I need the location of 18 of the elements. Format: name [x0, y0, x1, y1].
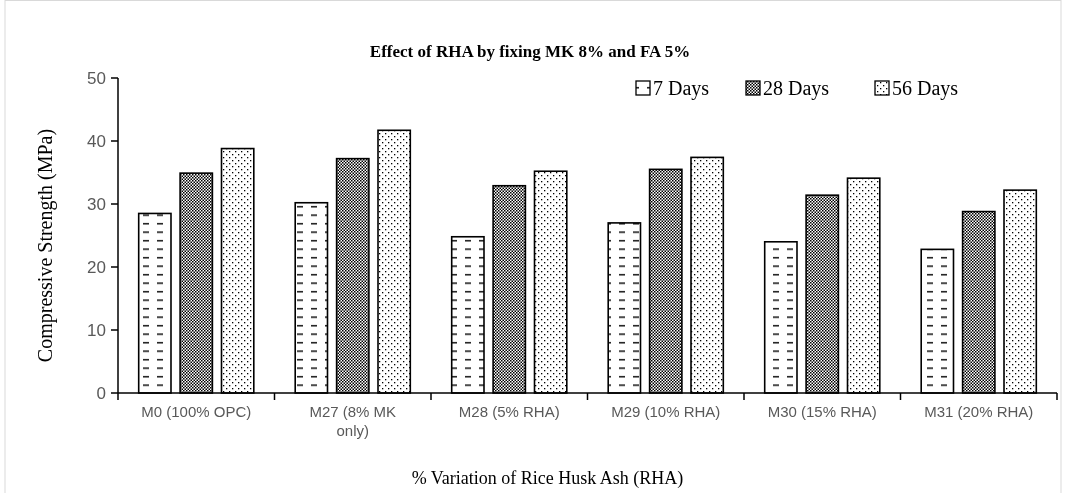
x-tick-label: M28 (5% RHA)	[458, 403, 560, 420]
y-tick-label: 50	[87, 68, 106, 88]
x-tick-label: M0 (100% OPC)	[141, 403, 252, 420]
y-tick-label: 40	[87, 131, 106, 151]
legend-label: 56 Days	[892, 77, 959, 100]
x-tick-label: M31 (20% RHA)	[924, 403, 1034, 420]
x-tick-label: M30 (15% RHA)	[767, 403, 877, 420]
y-tick-label: 0	[96, 383, 106, 403]
legend-label: 28 Days	[763, 77, 830, 100]
x-axis-title: % Variation of Rice Husk Ash (RHA)	[411, 468, 684, 489]
x-tick-label: M27 (8% MK only)	[309, 403, 397, 439]
y-tick-label: 10	[87, 320, 106, 340]
chart-title: Effect of RHA by fixing MK 8% and FA 5%	[369, 42, 691, 61]
y-tick-label: 20	[87, 257, 106, 277]
x-tick-label: M29 (10% RHA)	[611, 403, 721, 420]
y-axis-title: Compressive Strength (MPa)	[34, 128, 57, 363]
y-tick-label: 30	[87, 194, 106, 214]
legend-label: 7 Days	[653, 77, 710, 100]
